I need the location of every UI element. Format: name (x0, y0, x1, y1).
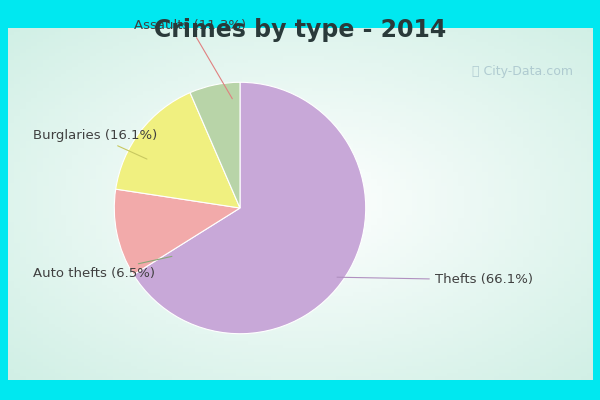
Text: Thefts (66.1%): Thefts (66.1%) (337, 274, 533, 286)
Wedge shape (190, 82, 240, 208)
Text: Auto thefts (6.5%): Auto thefts (6.5%) (32, 256, 172, 280)
Text: Assaults (11.3%): Assaults (11.3%) (134, 20, 246, 99)
Text: ⓘ City-Data.com: ⓘ City-Data.com (472, 66, 572, 78)
Text: Crimes by type - 2014: Crimes by type - 2014 (154, 18, 446, 42)
Wedge shape (116, 93, 240, 208)
Wedge shape (133, 82, 366, 334)
Wedge shape (114, 189, 240, 275)
Text: Burglaries (16.1%): Burglaries (16.1%) (32, 129, 157, 159)
